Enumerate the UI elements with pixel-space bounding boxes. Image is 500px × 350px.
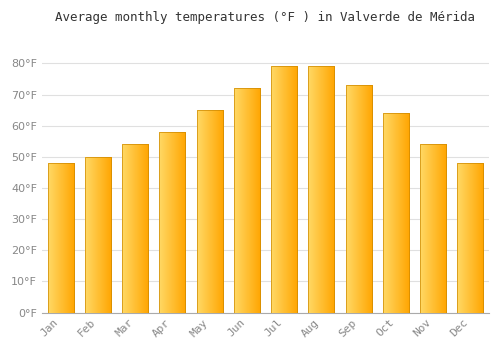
Bar (308, 66, 334, 313)
Bar (382, 113, 409, 313)
Bar (234, 88, 260, 313)
Bar (271, 66, 297, 313)
Bar (196, 110, 222, 313)
Title: Average monthly temperatures (°F ) in Valverde de Mérida: Average monthly temperatures (°F ) in Va… (56, 11, 476, 24)
Bar (457, 163, 483, 313)
Bar (346, 85, 372, 313)
Bar (48, 163, 74, 313)
Bar (122, 145, 148, 313)
Bar (85, 157, 111, 313)
Bar (420, 145, 446, 313)
Bar (160, 132, 186, 313)
